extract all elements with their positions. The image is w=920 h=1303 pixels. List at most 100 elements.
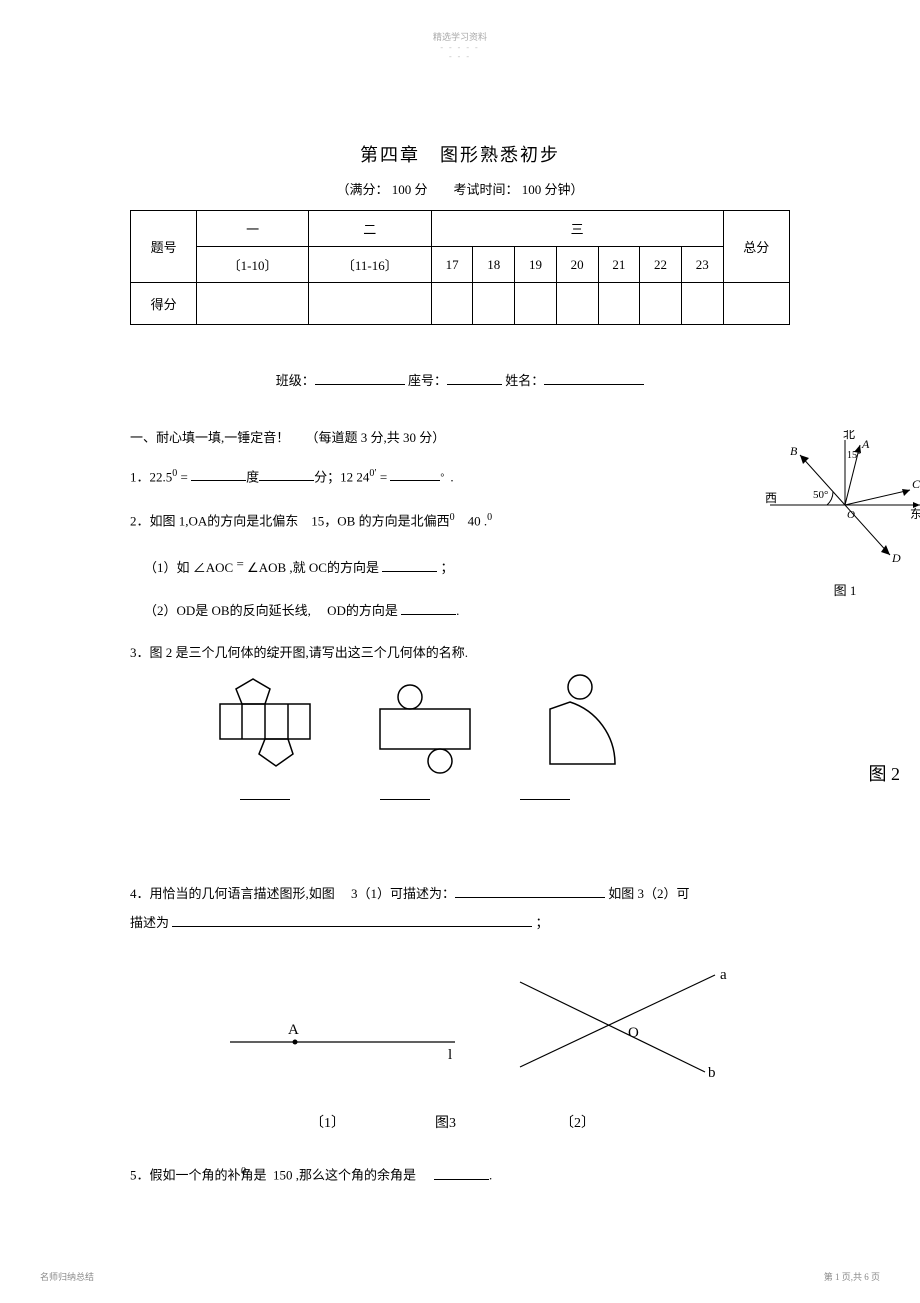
q4-c: 描述为 bbox=[130, 915, 169, 930]
question-2: 2．如图 1,OA的方向是北偏东 15，OB 的方向是北偏西0 40 .0 bbox=[130, 508, 790, 534]
footer-right: 第 1 页,共 6 页 bbox=[824, 1270, 880, 1283]
col3-20: 20 bbox=[556, 247, 598, 283]
row-label-qnum: 题号 bbox=[131, 211, 197, 283]
score-cell bbox=[556, 283, 598, 325]
q5-c: . bbox=[489, 1168, 492, 1183]
footer-left: 名师归纳总结 bbox=[40, 1270, 94, 1283]
svg-text:50°: 50° bbox=[813, 489, 828, 501]
svg-text:O: O bbox=[847, 509, 855, 521]
svg-text:B: B bbox=[790, 444, 798, 458]
chapter-title: 第四章 图形熟悉初步 bbox=[130, 141, 790, 167]
q1-prefix: 1．22.5 bbox=[130, 469, 172, 484]
q2-b: 15，OB 的方向是北偏西 bbox=[311, 513, 449, 528]
svg-text:D: D bbox=[891, 551, 901, 565]
score-cell bbox=[308, 283, 431, 325]
svg-text:C: C bbox=[912, 477, 920, 491]
q4-a: 4．用恰当的几何语言描述图形,如图 3（1）可描述为： bbox=[130, 886, 455, 901]
q1-unit1: 度 bbox=[246, 469, 259, 484]
watermark-text: 精选学习资料 bbox=[130, 30, 790, 43]
q2-1-eq: = bbox=[236, 556, 243, 571]
fig3-right-svg: O a b bbox=[510, 957, 740, 1087]
row-label-score: 得分 bbox=[131, 283, 197, 325]
q4-d: ； bbox=[536, 915, 549, 930]
question-3: 3．图 2 是三个几何体的绽开图,请写出这三个几何体的名称. bbox=[130, 641, 790, 666]
q4-b: 如图 3（2）可 bbox=[608, 886, 689, 901]
q1-sup1: 0 bbox=[172, 468, 177, 479]
watermark-dots2: - - - bbox=[130, 52, 790, 61]
col3-22: 22 bbox=[640, 247, 682, 283]
question-2-1: （1）如 ∠AOC = ∠AOB ,就 OC的方向是 ； bbox=[144, 552, 790, 581]
q5-blank bbox=[434, 1167, 489, 1180]
col3-23: 23 bbox=[681, 247, 723, 283]
col3-17: 17 bbox=[431, 247, 473, 283]
col-total: 总分 bbox=[723, 211, 789, 283]
fig3-right-label: 〔2〕 bbox=[560, 1112, 595, 1132]
student-info-line: 班级： 座号： 姓名： bbox=[130, 370, 790, 389]
q2-sup: 0 bbox=[450, 512, 455, 523]
score-cell bbox=[598, 283, 640, 325]
figure-1-svg: 北 东 西 A B C D O 15° 50° bbox=[765, 430, 920, 570]
col2-top: 二 bbox=[308, 211, 431, 247]
q2-2-blank bbox=[401, 602, 456, 615]
q1-eq1: = bbox=[181, 469, 188, 484]
svg-text:O: O bbox=[628, 1025, 639, 1041]
fig3-left-svg: A l bbox=[230, 987, 460, 1067]
q2-1-c: ； bbox=[440, 560, 453, 575]
fig2-blank bbox=[520, 799, 570, 800]
fig3-left-label: 〔1〕 bbox=[310, 1112, 345, 1132]
figure-2-blanks bbox=[240, 799, 790, 800]
question-5: 5．假如一个角的补角是 150 ,那么这个角的余角是 0 . bbox=[130, 1162, 790, 1188]
score-cell bbox=[640, 283, 682, 325]
q2-1-a: （1）如 ∠AOC bbox=[144, 560, 233, 575]
score-cell bbox=[431, 283, 473, 325]
q1-end: . bbox=[450, 469, 453, 484]
score-cell bbox=[197, 283, 309, 325]
figure-2-caption: 图 2 bbox=[869, 760, 901, 786]
col2-sub: 〔11-16〕 bbox=[308, 247, 431, 283]
svg-text:a: a bbox=[720, 967, 727, 983]
q2-c: 40 . bbox=[468, 513, 488, 528]
q4-blank2 bbox=[172, 914, 532, 927]
question-1: 1．22.50 = 度分；12 240′ = 。. bbox=[130, 464, 790, 490]
q5-a: 5．假如一个角的补角是 bbox=[130, 1168, 267, 1183]
col3-top: 三 bbox=[431, 211, 723, 247]
q1-blank3 bbox=[390, 468, 440, 481]
fig2-blank bbox=[380, 799, 430, 800]
class-blank bbox=[315, 372, 405, 385]
seat-label: 座号： bbox=[408, 373, 447, 388]
q4-blank1 bbox=[455, 885, 605, 898]
q2-1-b: ∠AOB ,就 OC的方向是 bbox=[247, 560, 379, 575]
q5-sup: 0 bbox=[241, 1166, 246, 1177]
figure-1-caption: 图 1 bbox=[760, 580, 920, 599]
fig3-center-label: 图3 bbox=[435, 1112, 456, 1132]
svg-text:b: b bbox=[708, 1065, 716, 1081]
q1-blank2 bbox=[259, 468, 314, 481]
q2-2-b: . bbox=[456, 603, 459, 618]
col3-21: 21 bbox=[598, 247, 640, 283]
q2-1-blank bbox=[382, 559, 437, 572]
col3-19: 19 bbox=[515, 247, 557, 283]
svg-text:l: l bbox=[448, 1047, 452, 1063]
svg-text:15°: 15° bbox=[847, 450, 861, 461]
q1-sup3: ′ bbox=[374, 468, 376, 479]
name-blank bbox=[544, 372, 644, 385]
fig2-blank bbox=[240, 799, 290, 800]
score-table: 题号 一 二 三 总分 〔1-10〕 〔11-16〕 17 18 19 20 2… bbox=[130, 210, 790, 325]
subtitle: （满分： 100 分 考试时间： 100 分钟） bbox=[130, 179, 790, 198]
figure-1: 北 东 西 A B C D O 15° 50° 图 1 bbox=[760, 430, 920, 599]
q5-b: 150 ,那么这个角的余角是 bbox=[273, 1168, 416, 1183]
name-label: 姓名： bbox=[505, 373, 544, 388]
svg-text:东: 东 bbox=[910, 507, 920, 521]
q1-unit2: 分；12 24 bbox=[314, 469, 369, 484]
score-cell bbox=[681, 283, 723, 325]
fig2-shape-2 bbox=[370, 684, 480, 774]
figure-3: A l O a b 〔1〕 图3 〔2〕 bbox=[130, 957, 790, 1137]
q2-sup2: 0 bbox=[487, 512, 492, 523]
svg-text:北: 北 bbox=[843, 430, 855, 441]
figure-2-row bbox=[210, 674, 790, 774]
q2-2-a: （2）OD是 OB的反向延长线, OD的方向是 bbox=[144, 603, 398, 618]
watermark-dots: - - - - - bbox=[130, 43, 790, 52]
seat-blank bbox=[447, 372, 502, 385]
col1-top: 一 bbox=[197, 211, 309, 247]
fig2-shape-1 bbox=[210, 674, 320, 774]
